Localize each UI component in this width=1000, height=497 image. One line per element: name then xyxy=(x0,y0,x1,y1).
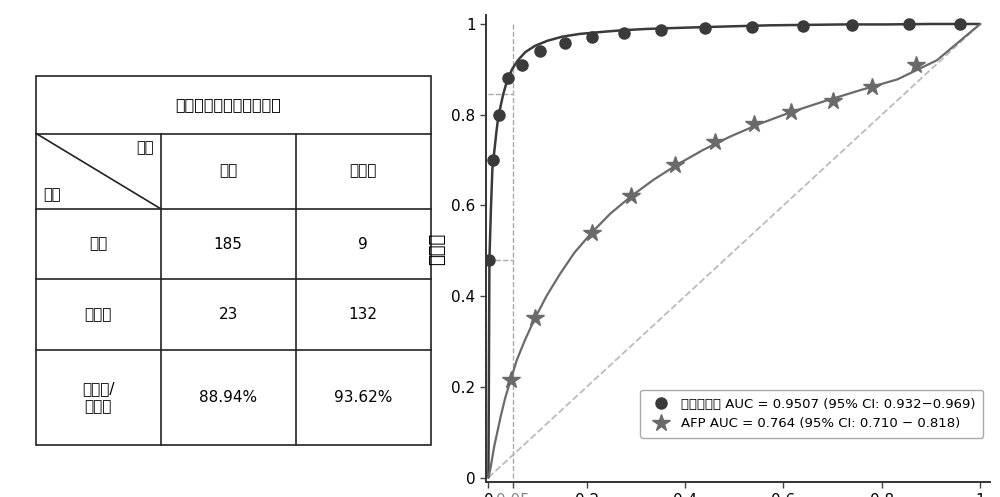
Text: 测试集（模型性能验证）: 测试集（模型性能验证） xyxy=(175,97,281,112)
Y-axis label: 灵敏度: 灵敏度 xyxy=(428,233,446,264)
Text: 23: 23 xyxy=(218,308,238,323)
单碳基替换 AUC = 0.9507 (95% CI: 0.932−0.969): (0.64, 0.996): 0.932−0.969): (0.64, 0.996) xyxy=(797,23,809,29)
Text: 9: 9 xyxy=(358,237,368,251)
单碳基替换 AUC = 0.9507 (95% CI: 0.932−0.969): (0.535, 0.994): 0.932−0.969): (0.535, 0.994) xyxy=(746,24,758,30)
单碳基替换 AUC = 0.9507 (95% CI: 0.932−0.969): (0.068, 0.91): 0.932−0.969): (0.068, 0.91) xyxy=(516,62,528,68)
单碳基替换 AUC = 0.9507 (95% CI: 0.932−0.969): (0.96, 1): 0.932−0.969): (0.96, 1) xyxy=(954,21,966,27)
AFP AUC = 0.764 (95% CI: 0.710 − 0.818): (0.045, 0.215): 0.710 − 0.818): (0.045, 0.215) xyxy=(505,377,517,383)
Text: 肝癌: 肝癌 xyxy=(89,237,108,251)
AFP AUC = 0.764 (95% CI: 0.710 − 0.818): (0.7, 0.83): 0.710 − 0.818): (0.7, 0.83) xyxy=(827,98,839,104)
Legend: 单碳基替换 AUC = 0.9507 (95% CI: 0.932−0.969), AFP AUC = 0.764 (95% CI: 0.710 − 0.818: 单碳基替换 AUC = 0.9507 (95% CI: 0.932−0.969)… xyxy=(640,390,983,438)
Text: 灵敏度/
特异性: 灵敏度/ 特异性 xyxy=(82,381,115,414)
单碳基替换 AUC = 0.9507 (95% CI: 0.932−0.969): (0.01, 0.7): 0.932−0.969): (0.01, 0.7) xyxy=(487,157,499,163)
Text: 88.94%: 88.94% xyxy=(199,390,257,405)
单碳基替换 AUC = 0.9507 (95% CI: 0.932−0.969): (0.105, 0.94): 0.932−0.969): (0.105, 0.94) xyxy=(534,48,546,54)
Text: 预测: 预测 xyxy=(43,187,60,202)
AFP AUC = 0.764 (95% CI: 0.710 − 0.818): (0.54, 0.78): 0.710 − 0.818): (0.54, 0.78) xyxy=(748,121,760,127)
AFP AUC = 0.764 (95% CI: 0.710 − 0.818): (0.87, 0.91): 0.710 − 0.818): (0.87, 0.91) xyxy=(910,62,922,68)
AFP AUC = 0.764 (95% CI: 0.710 − 0.818): (0.38, 0.69): 0.710 − 0.818): (0.38, 0.69) xyxy=(669,162,681,167)
AFP AUC = 0.764 (95% CI: 0.710 − 0.818): (0.29, 0.62): 0.710 − 0.818): (0.29, 0.62) xyxy=(625,193,637,199)
Text: 132: 132 xyxy=(349,308,378,323)
Bar xyxy=(36,76,431,445)
Line: 单碳基替换 AUC = 0.9507 (95% CI: 0.932−0.969): 单碳基替换 AUC = 0.9507 (95% CI: 0.932−0.969) xyxy=(484,18,966,265)
单碳基替换 AUC = 0.9507 (95% CI: 0.932−0.969): (0.275, 0.98): 0.932−0.969): (0.275, 0.98) xyxy=(618,30,630,36)
Text: 实际: 实际 xyxy=(136,141,154,156)
Text: 93.62%: 93.62% xyxy=(334,390,392,405)
Text: 健康人: 健康人 xyxy=(350,164,377,178)
Text: 健康人: 健康人 xyxy=(85,308,112,323)
单碳基替换 AUC = 0.9507 (95% CI: 0.932−0.969): (0.022, 0.8): 0.932−0.969): (0.022, 0.8) xyxy=(493,112,505,118)
单碳基替换 AUC = 0.9507 (95% CI: 0.932−0.969): (0.04, 0.882): 0.932−0.969): (0.04, 0.882) xyxy=(502,75,514,81)
AFP AUC = 0.764 (95% CI: 0.710 − 0.818): (0.46, 0.74): 0.710 − 0.818): (0.46, 0.74) xyxy=(709,139,721,145)
Text: 肝癌: 肝癌 xyxy=(219,164,237,178)
单碳基替换 AUC = 0.9507 (95% CI: 0.932−0.969): (0.74, 0.998): 0.932−0.969): (0.74, 0.998) xyxy=(846,22,858,28)
单碳基替换 AUC = 0.9507 (95% CI: 0.932−0.969): (0.35, 0.987): 0.932−0.969): (0.35, 0.987) xyxy=(655,27,667,33)
AFP AUC = 0.764 (95% CI: 0.710 − 0.818): (0.78, 0.86): 0.710 − 0.818): (0.78, 0.86) xyxy=(866,84,878,90)
单碳基替换 AUC = 0.9507 (95% CI: 0.932−0.969): (0.44, 0.991): 0.932−0.969): (0.44, 0.991) xyxy=(699,25,711,31)
单碳基替换 AUC = 0.9507 (95% CI: 0.932−0.969): (0.002, 0.48): 0.932−0.969): (0.002, 0.48) xyxy=(483,257,495,263)
AFP AUC = 0.764 (95% CI: 0.710 − 0.818): (0.615, 0.806): 0.710 − 0.818): (0.615, 0.806) xyxy=(785,109,797,115)
单碳基替换 AUC = 0.9507 (95% CI: 0.932−0.969): (0.155, 0.957): 0.932−0.969): (0.155, 0.957) xyxy=(559,40,571,46)
Line: AFP AUC = 0.764 (95% CI: 0.710 − 0.818): AFP AUC = 0.764 (95% CI: 0.710 − 0.818) xyxy=(502,56,925,389)
AFP AUC = 0.764 (95% CI: 0.710 − 0.818): (0.095, 0.352): 0.710 − 0.818): (0.095, 0.352) xyxy=(529,315,541,321)
Text: 185: 185 xyxy=(214,237,243,251)
AFP AUC = 0.764 (95% CI: 0.710 − 0.818): (0.21, 0.54): 0.710 − 0.818): (0.21, 0.54) xyxy=(586,230,598,236)
单碳基替换 AUC = 0.9507 (95% CI: 0.932−0.969): (0.855, 0.999): 0.932−0.969): (0.855, 0.999) xyxy=(903,21,915,27)
单碳基替换 AUC = 0.9507 (95% CI: 0.932−0.969): (0.21, 0.972): 0.932−0.969): (0.21, 0.972) xyxy=(586,34,598,40)
